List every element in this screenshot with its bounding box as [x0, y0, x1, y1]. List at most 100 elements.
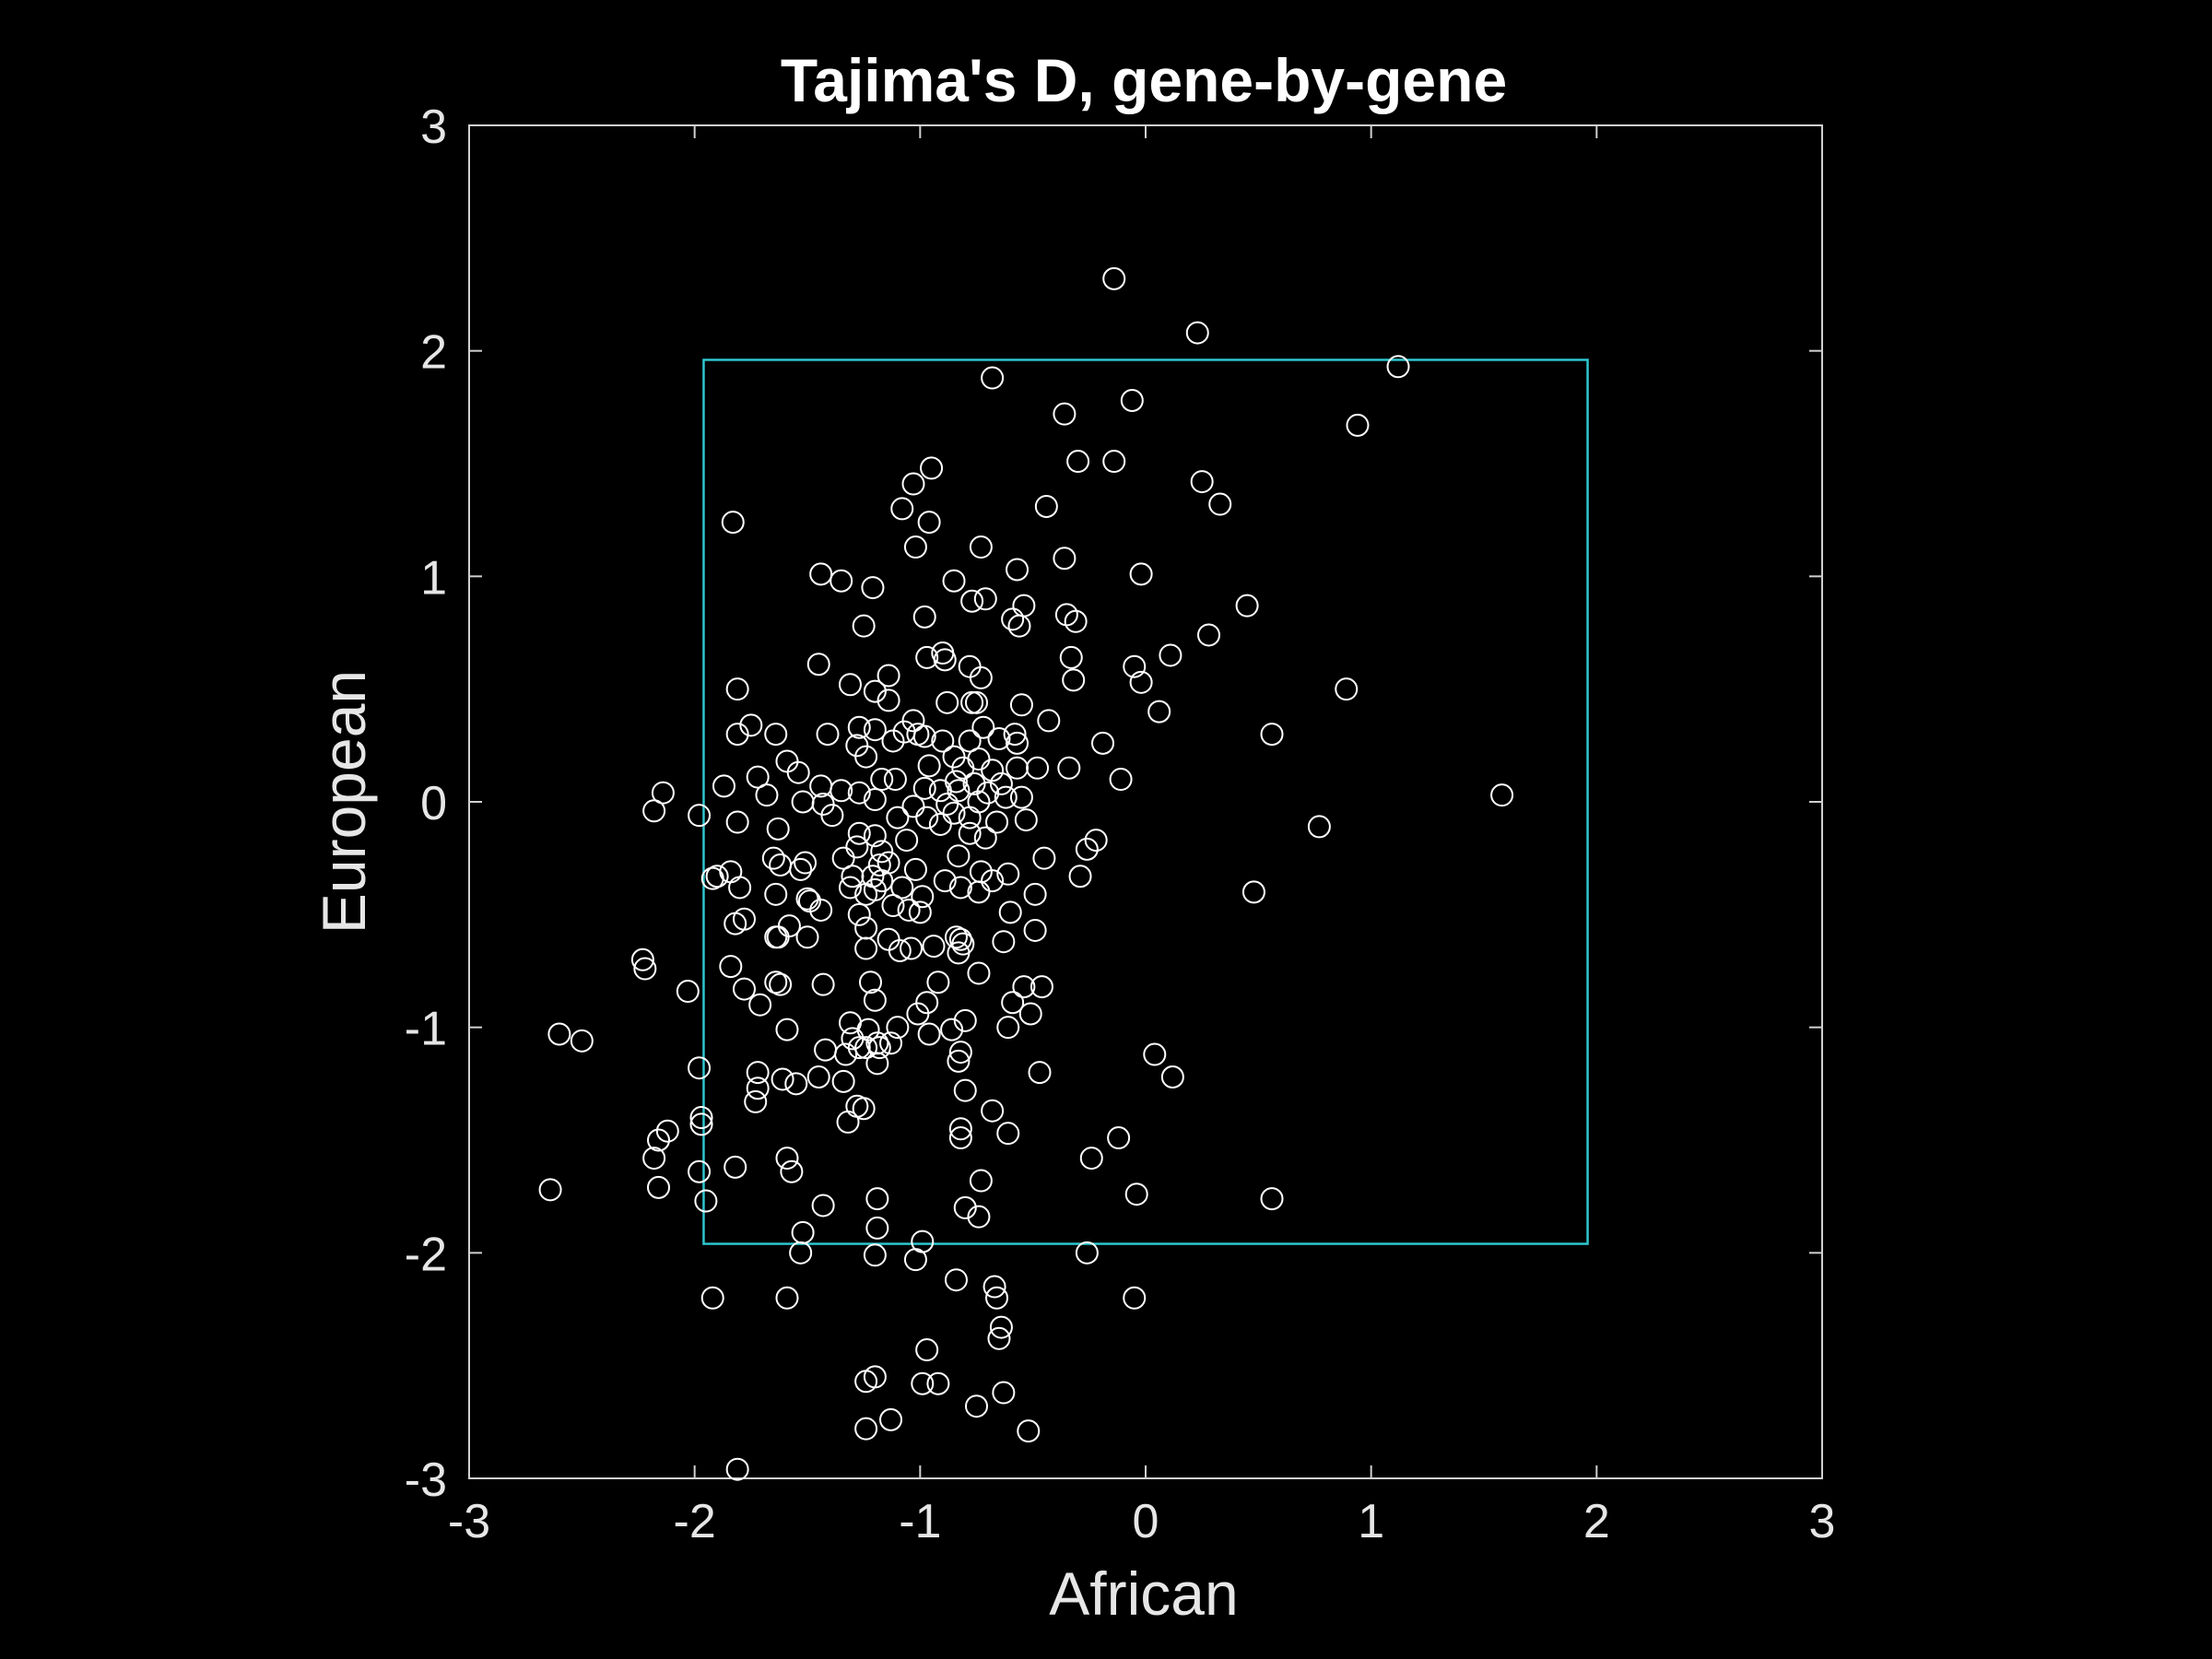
data-point	[764, 723, 788, 747]
data-point	[1107, 1126, 1131, 1150]
data-point	[806, 1065, 830, 1088]
y-tick-label: -1	[405, 1003, 447, 1056]
data-point	[816, 723, 840, 747]
data-point	[811, 972, 835, 996]
data-point	[1084, 829, 1108, 853]
data-point	[967, 747, 991, 771]
data-point	[911, 885, 935, 909]
data-point	[903, 535, 927, 559]
data-point	[791, 1220, 815, 1244]
data-point	[947, 779, 971, 803]
data-point	[969, 1169, 993, 1193]
data-point	[769, 972, 793, 996]
data-point	[1053, 402, 1077, 426]
data-point	[940, 1018, 964, 1041]
data-point	[847, 715, 871, 739]
data-point	[811, 1194, 835, 1218]
data-point	[996, 1122, 1020, 1146]
data-point	[994, 785, 1018, 809]
data-point	[908, 900, 932, 924]
data-point	[775, 1286, 799, 1310]
data-point	[1386, 355, 1410, 379]
data-point	[647, 1175, 671, 1199]
data-point	[863, 718, 887, 742]
data-point	[861, 576, 885, 600]
data-point	[953, 1078, 977, 1102]
data-point	[547, 1022, 571, 1046]
data-point	[766, 817, 790, 841]
data-point	[912, 605, 936, 629]
data-point	[1028, 1061, 1052, 1085]
data-point	[917, 1022, 941, 1046]
data-point	[838, 876, 862, 900]
data-point	[879, 1407, 903, 1431]
y-tick-labels: -3 -2 -1 0 1 2 3	[405, 100, 447, 1507]
data-point	[992, 1381, 1016, 1405]
data-point	[854, 936, 878, 960]
data-point	[920, 456, 944, 480]
data-point	[1006, 558, 1030, 582]
data-point	[651, 781, 675, 805]
data-point	[947, 1049, 971, 1073]
data-point	[1012, 594, 1036, 618]
data-point	[976, 781, 1000, 805]
data-point	[1075, 837, 1099, 861]
data-point	[705, 865, 729, 888]
data-point	[1009, 693, 1033, 717]
data-point	[958, 821, 982, 845]
data-point	[809, 562, 833, 586]
data-point	[903, 857, 927, 881]
data-point	[965, 1394, 988, 1418]
x-tick-label: 0	[1133, 1495, 1159, 1548]
data-point	[725, 677, 749, 701]
data-point	[879, 1031, 903, 1055]
data-point	[1235, 594, 1259, 618]
data-point	[926, 971, 950, 994]
data-point	[1260, 1187, 1284, 1211]
data-point	[769, 853, 793, 877]
data-point	[867, 1036, 891, 1060]
x-tick-label: -2	[674, 1495, 716, 1548]
data-point	[847, 821, 871, 845]
data-point	[795, 925, 819, 949]
data-point	[764, 971, 788, 994]
data-point	[1091, 731, 1115, 755]
data-point	[933, 869, 957, 893]
data-point	[967, 1205, 991, 1229]
data-point	[901, 794, 925, 818]
data-point	[917, 754, 941, 778]
data-points	[538, 266, 1514, 1481]
data-point	[877, 688, 900, 712]
data-point	[854, 1417, 878, 1441]
data-point	[854, 916, 878, 940]
data-point	[989, 771, 1013, 795]
data-point	[1053, 547, 1077, 571]
data-point	[912, 724, 936, 748]
data-point	[1197, 623, 1221, 647]
data-point	[854, 1036, 878, 1060]
data-point	[942, 801, 966, 825]
x-tick-label: -3	[448, 1495, 490, 1548]
data-point	[791, 790, 815, 814]
data-point	[744, 1089, 768, 1113]
data-point	[865, 1052, 889, 1076]
data-point	[865, 1216, 889, 1240]
data-point	[1030, 975, 1053, 999]
data-point	[1068, 865, 1092, 888]
data-point	[944, 925, 968, 949]
data-point	[969, 665, 993, 689]
data-point	[933, 648, 957, 672]
x-tick-label: 3	[1809, 1495, 1836, 1548]
data-point	[1014, 808, 1038, 832]
data-point	[748, 993, 772, 1017]
data-point	[895, 829, 919, 853]
data-point	[764, 925, 788, 949]
data-point	[1208, 492, 1232, 516]
data-point	[888, 938, 912, 962]
data-point	[951, 756, 975, 780]
data-point	[967, 880, 991, 904]
data-point	[1057, 756, 1081, 780]
data-point	[967, 790, 991, 814]
data-point	[1059, 645, 1083, 669]
data-point	[1159, 643, 1182, 667]
